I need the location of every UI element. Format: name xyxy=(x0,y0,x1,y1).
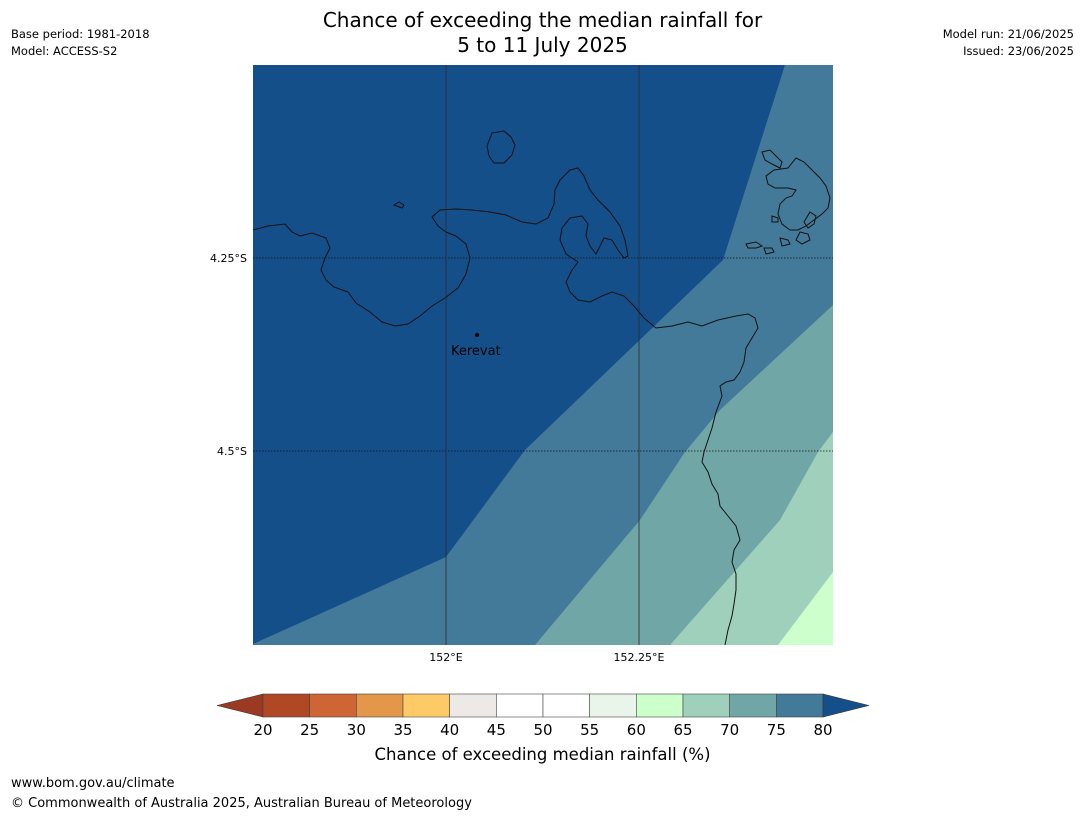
bom-url[interactable]: www.bom.gov.au/climate xyxy=(11,776,175,791)
colorbar-tick-label: 65 xyxy=(673,721,692,739)
lon-label-152: 152°E xyxy=(429,651,462,664)
base-period: Base period: 1981-2018 xyxy=(11,27,150,41)
colorbar-under-arrow xyxy=(216,693,264,718)
colorbar-block-30-35 xyxy=(356,693,404,718)
meta-right: Model run: 21/06/2025 Issued: 23/06/2025 xyxy=(943,26,1074,60)
colorbar-tick-label: 75 xyxy=(767,721,786,739)
colorbar-block-75-80 xyxy=(776,693,824,718)
colorbar-block-45-50 xyxy=(496,693,544,718)
kerevat-marker xyxy=(475,333,479,337)
model-run: Model run: 21/06/2025 xyxy=(942,27,1074,41)
colorbar-tick-label: 60 xyxy=(627,721,646,739)
kerevat-label: Kerevat xyxy=(451,344,501,359)
colorbar-tick-label: 25 xyxy=(300,721,319,739)
colorbar-blocks xyxy=(216,693,870,718)
colorbar-block-55-60 xyxy=(589,693,637,718)
colorbar-tick-label: 70 xyxy=(720,721,739,739)
model-name: Model: ACCESS-S2 xyxy=(11,44,118,58)
colorbar-tick-label: 30 xyxy=(347,721,366,739)
colorbar-title: Chance of exceeding median rainfall (%) xyxy=(374,745,711,764)
islands-east xyxy=(745,149,831,255)
map-fill-layers xyxy=(253,65,833,645)
islet-west xyxy=(392,201,405,209)
colorbar-block-70-75 xyxy=(729,693,777,718)
title-line-2: 5 to 11 July 2025 xyxy=(457,33,628,57)
colorbar-block-25-30 xyxy=(309,693,357,718)
lat-label-4-25: 4.25°S xyxy=(210,252,247,265)
band-60-65 xyxy=(778,572,833,645)
footer: www.bom.gov.au/climate © Commonwealth of… xyxy=(11,774,472,814)
band-65-70 xyxy=(670,432,833,645)
colorbar-tick-label: 50 xyxy=(533,721,552,739)
colorbar-tick-label: 55 xyxy=(580,721,599,739)
title-line-1: Chance of exceeding the median rainfall … xyxy=(322,8,763,32)
colorbar-block-20-25 xyxy=(262,693,310,718)
colorbar-block-35-40 xyxy=(402,693,450,718)
colorbar-block-60-65 xyxy=(636,693,684,718)
colorbar-tick-label: 40 xyxy=(440,721,459,739)
copyright: © Commonwealth of Australia 2025, Austra… xyxy=(11,796,472,811)
colorbar-tick-label: 35 xyxy=(393,721,412,739)
colorbar: 20 25 30 35 40 45 50 55 60 65 70 75 80 xyxy=(216,693,870,739)
lon-label-152-25: 152.25°E xyxy=(614,651,665,664)
colorbar-block-50-55 xyxy=(542,693,590,718)
colorbar-tick-label: 20 xyxy=(253,721,272,739)
forecast-map[interactable]: Kerevat 4.25°S 4.5°S 152°E 152.25°E xyxy=(0,0,1085,690)
map-title: Chance of exceeding the median rainfall … xyxy=(0,8,1085,58)
colorbar-ticks: 20 25 30 35 40 45 50 55 60 65 70 75 80 xyxy=(253,721,832,739)
colorbar-tick-label: 45 xyxy=(487,721,506,739)
issued-date: Issued: 23/06/2025 xyxy=(963,44,1074,58)
coastline-layer xyxy=(253,130,831,645)
graticule xyxy=(253,65,833,645)
colorbar-tick-label: 80 xyxy=(813,721,832,739)
colorbar-over-arrow xyxy=(822,693,870,718)
coastline-main xyxy=(253,167,759,645)
colorbar-block-40-45 xyxy=(449,693,497,718)
lat-label-4-5: 4.5°S xyxy=(217,445,247,458)
colorbar-block-65-70 xyxy=(682,693,730,718)
island-north xyxy=(486,130,516,164)
meta-left: Base period: 1981-2018 Model: ACCESS-S2 xyxy=(11,26,150,60)
